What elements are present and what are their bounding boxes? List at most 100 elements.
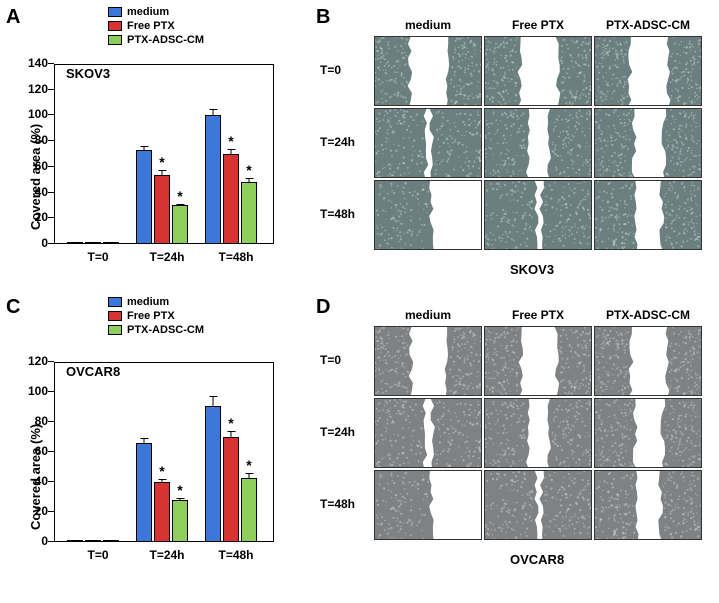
swatch-medium-c [108,297,122,307]
row-header: T=24h [320,425,355,439]
ytick-label: 40 [20,474,48,488]
micrograph [484,470,592,540]
micrograph [594,398,702,468]
xtick-label: T=0 [73,548,123,562]
row-header: T=0 [320,63,341,77]
micrograph [484,326,592,396]
bar: * [154,175,170,244]
bar [85,540,101,542]
panel-b-label: B [316,6,330,29]
ytick-label: 40 [20,185,48,199]
xtick-label: T=24h [142,548,192,562]
panel-d-bottom: OVCAR8 [510,552,564,567]
significance-marker: * [177,188,182,204]
bar: * [241,478,257,543]
ytick-label: 0 [20,534,48,548]
ytick-label: 20 [20,504,48,518]
panel-c-chart: 020406080100120T=0**T=24h**T=48h [54,362,274,542]
col-header: medium [374,308,482,322]
row-header: T=0 [320,353,341,367]
panel-c: C medium Free PTX PTX-ADSC-CM OVCAR8 Cov… [0,290,310,603]
xtick-label: T=48h [211,250,261,264]
ytick-label: 100 [20,107,48,121]
micrograph [374,108,482,178]
micrograph [374,180,482,250]
bar [103,242,119,244]
bar [67,242,83,244]
ytick-label: 120 [20,354,48,368]
panel-c-legend: medium Free PTX PTX-ADSC-CM [108,296,204,336]
micrograph [594,36,702,106]
bar: * [172,500,188,542]
col-header: PTX-ADSC-CM [594,18,702,32]
significance-marker: * [246,457,251,473]
micrograph [594,470,702,540]
ytick-label: 80 [20,414,48,428]
panel-d: D mediumFree PTXPTX-ADSC-CM T=0 T=24h T=48h… [310,290,719,603]
swatch-ptxadsccm-c [108,325,122,335]
col-header: Free PTX [484,308,592,322]
micrograph [484,180,592,250]
bar [136,443,152,542]
micrograph [594,108,702,178]
significance-marker: * [159,463,164,479]
micrograph [484,108,592,178]
ytick-label: 60 [20,444,48,458]
micrograph [594,180,702,250]
significance-marker: * [159,154,164,170]
micrograph [374,326,482,396]
panel-a-chart: 020406080100120140T=0**T=24h**T=48h [54,64,274,244]
legend-ptxadsccm: PTX-ADSC-CM [127,34,204,46]
ytick-label: 60 [20,159,48,173]
legend-medium-c: medium [127,296,169,308]
micrograph [374,398,482,468]
bar [85,242,101,244]
row-header: T=48h [320,207,355,221]
xtick-label: T=24h [142,250,192,264]
xtick-label: T=0 [73,250,123,264]
panel-a: A medium Free PTX PTX-ADSC-CM SKOV3 Cove… [0,0,310,290]
col-header: PTX-ADSC-CM [594,308,702,322]
col-header: Free PTX [484,18,592,32]
ytick-label: 120 [20,82,48,96]
panel-b: B mediumFree PTXPTX-ADSC-CM T=0 T=24h T=48h… [310,0,719,290]
panel-b-bottom: SKOV3 [510,262,554,277]
ytick-label: 100 [20,384,48,398]
significance-marker: * [228,133,233,149]
ytick-label: 140 [20,56,48,70]
panel-a-legend: medium Free PTX PTX-ADSC-CM [108,6,204,46]
xtick-label: T=48h [211,548,261,562]
significance-marker: * [177,482,182,498]
row-header: T=48h [320,497,355,511]
micrograph [484,398,592,468]
panel-c-label: C [6,296,20,319]
bar [205,406,221,543]
bar [103,540,119,542]
legend-ptxadsccm-c: PTX-ADSC-CM [127,324,204,336]
micrograph [374,470,482,540]
swatch-ptxadsccm [108,35,122,45]
panel-a-label: A [6,6,20,29]
bar: * [154,482,170,542]
bar [205,115,221,244]
ytick-label: 80 [20,133,48,147]
legend-freeptx: Free PTX [127,20,175,32]
bar [67,540,83,542]
bar: * [223,437,239,542]
col-header: medium [374,18,482,32]
bar [136,150,152,244]
significance-marker: * [246,162,251,178]
row-header: T=24h [320,135,355,149]
swatch-freeptx-c [108,311,122,321]
ytick-label: 0 [20,236,48,250]
micrograph [594,326,702,396]
ytick-label: 20 [20,210,48,224]
swatch-medium [108,7,122,17]
bar: * [172,205,188,244]
significance-marker: * [228,415,233,431]
bar: * [223,154,239,244]
legend-medium: medium [127,6,169,18]
legend-freeptx-c: Free PTX [127,310,175,322]
micrograph [484,36,592,106]
panel-d-label: D [316,296,330,319]
